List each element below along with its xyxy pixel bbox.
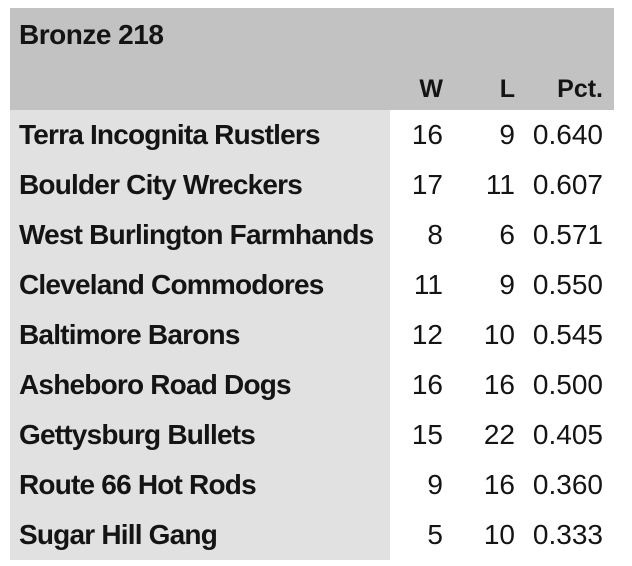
wins-cell: 15 bbox=[411, 419, 443, 450]
table-row: Gettysburg Bullets 15 22 0.405 bbox=[10, 410, 614, 460]
table-row: Cleveland Commodores 11 9 0.550 bbox=[10, 260, 614, 310]
standings-table: Bronze 218 W L Pct. Terra Incognita Rust… bbox=[10, 8, 614, 560]
losses-cell: 9 bbox=[499, 269, 515, 300]
losses-cell: 10 bbox=[483, 519, 515, 550]
wins-cell: 8 bbox=[427, 219, 443, 250]
team-name-cell: Gettysburg Bullets bbox=[10, 410, 390, 460]
team-name-cell: West Burlington Farmhands bbox=[10, 210, 390, 260]
column-header-pct: Pct. bbox=[557, 75, 603, 103]
column-header-losses: L bbox=[499, 75, 515, 103]
table-row: Route 66 Hot Rods 9 16 0.360 bbox=[10, 460, 614, 510]
table-row: Baltimore Barons 12 10 0.545 bbox=[10, 310, 614, 360]
team-name: Cleveland Commodores bbox=[19, 269, 324, 300]
team-name-cell: Baltimore Barons bbox=[10, 310, 390, 360]
pct-cell: 0.607 bbox=[532, 169, 603, 200]
losses-cell: 16 bbox=[483, 469, 515, 500]
pct-cell: 0.333 bbox=[532, 519, 603, 550]
team-name-cell: Terra Incognita Rustlers bbox=[10, 110, 390, 160]
team-name-cell: Boulder City Wreckers bbox=[10, 160, 390, 210]
losses-cell: 11 bbox=[485, 169, 515, 200]
team-name: Sugar Hill Gang bbox=[19, 519, 218, 550]
column-spacer bbox=[10, 77, 390, 102]
team-name: Baltimore Barons bbox=[19, 319, 240, 350]
team-name: Asheboro Road Dogs bbox=[19, 369, 292, 400]
losses-cell: 10 bbox=[483, 319, 515, 350]
pct-cell: 0.640 bbox=[532, 119, 603, 150]
team-name: West Burlington Farmhands bbox=[19, 219, 374, 250]
table-title: Bronze 218 bbox=[19, 19, 164, 50]
column-header-row: W L Pct. bbox=[10, 77, 614, 102]
column-header-wins: W bbox=[419, 75, 443, 103]
team-name-cell: Route 66 Hot Rods bbox=[10, 460, 390, 510]
standings-body: Terra Incognita Rustlers 16 9 0.640 Boul… bbox=[10, 110, 614, 560]
pct-cell: 0.405 bbox=[532, 419, 603, 450]
team-name: Terra Incognita Rustlers bbox=[19, 119, 321, 150]
wins-cell: 16 bbox=[411, 369, 443, 400]
pct-cell: 0.360 bbox=[532, 469, 603, 500]
team-name-cell: Cleveland Commodores bbox=[10, 260, 390, 310]
table-row: Sugar Hill Gang 5 10 0.333 bbox=[10, 510, 614, 560]
losses-cell: 9 bbox=[499, 119, 515, 150]
pct-cell: 0.500 bbox=[532, 369, 603, 400]
table-row: West Burlington Farmhands 8 6 0.571 bbox=[10, 210, 614, 260]
wins-cell: 12 bbox=[411, 319, 443, 350]
pct-cell: 0.550 bbox=[532, 269, 603, 300]
table-row: Terra Incognita Rustlers 16 9 0.640 bbox=[10, 110, 614, 160]
losses-cell: 16 bbox=[483, 369, 515, 400]
losses-cell: 6 bbox=[499, 219, 515, 250]
team-name-cell: Sugar Hill Gang bbox=[10, 510, 390, 560]
table-row: Boulder City Wreckers 17 11 0.607 bbox=[10, 160, 614, 210]
table-row: Asheboro Road Dogs 16 16 0.500 bbox=[10, 360, 614, 410]
team-name-cell: Asheboro Road Dogs bbox=[10, 360, 390, 410]
standings-header: Bronze 218 W L Pct. bbox=[10, 8, 614, 110]
wins-cell: 5 bbox=[427, 519, 443, 550]
wins-cell: 16 bbox=[411, 119, 443, 150]
wins-cell: 11 bbox=[413, 269, 443, 300]
wins-cell: 9 bbox=[427, 469, 443, 500]
pct-cell: 0.545 bbox=[532, 319, 603, 350]
team-name: Boulder City Wreckers bbox=[19, 169, 303, 200]
wins-cell: 17 bbox=[411, 169, 443, 200]
pct-cell: 0.571 bbox=[532, 219, 603, 250]
losses-cell: 22 bbox=[483, 419, 515, 450]
team-name: Route 66 Hot Rods bbox=[19, 469, 257, 500]
team-name: Gettysburg Bullets bbox=[19, 419, 256, 450]
